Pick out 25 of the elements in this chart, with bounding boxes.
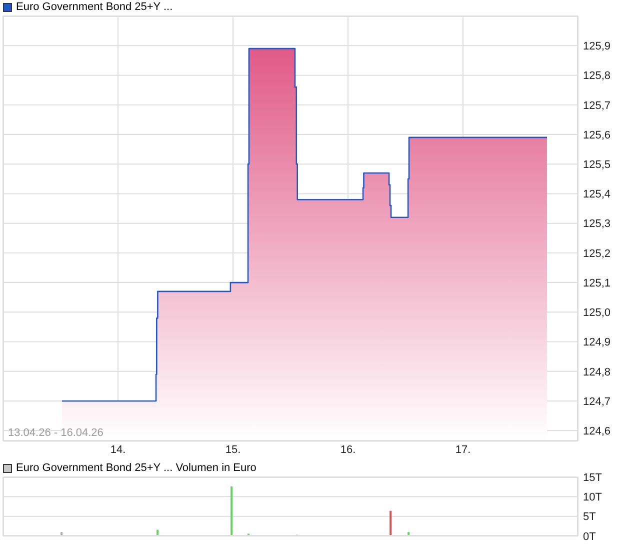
y-tick-label: 125,2 — [583, 248, 611, 260]
y-tick-label: 15T — [583, 472, 602, 484]
x-tick-label: 14. — [110, 444, 126, 456]
y-tick-label: 125,1 — [583, 277, 611, 290]
y-tick-label: 125,4 — [583, 188, 611, 201]
y-tick-label: 124,7 — [583, 396, 611, 408]
y-tick-label: 125,9 — [583, 40, 611, 53]
y-tick-label: 125,6 — [583, 129, 611, 142]
x-tick-label: 15. — [225, 444, 241, 456]
y-tick-label: 124,6 — [583, 426, 611, 438]
y-tick-label: 0T — [583, 530, 596, 543]
y-tick-label: 125,0 — [583, 307, 611, 320]
y-tick-label: 125,7 — [583, 100, 611, 112]
y-tick-label: 125,5 — [583, 158, 611, 171]
x-tick-label: 17. — [455, 444, 471, 456]
annotation: 13.04.26 - 16.04.26 — [8, 427, 104, 439]
y-tick-label: 124,9 — [583, 336, 611, 349]
y-tick-label: 5T — [583, 511, 596, 524]
y-tick-label: 125,8 — [583, 70, 611, 82]
legend-label: Euro Government Bond 25+Y ... — [16, 1, 173, 13]
text: Euro Government Bond 25+Y ... Volumen in Euro — [16, 462, 256, 474]
x-tick-label: 16. — [340, 444, 356, 456]
y-tick-label: 125,3 — [583, 218, 611, 230]
y-tick-label: 10T — [583, 492, 602, 504]
y-tick-label: 124,8 — [583, 366, 611, 378]
